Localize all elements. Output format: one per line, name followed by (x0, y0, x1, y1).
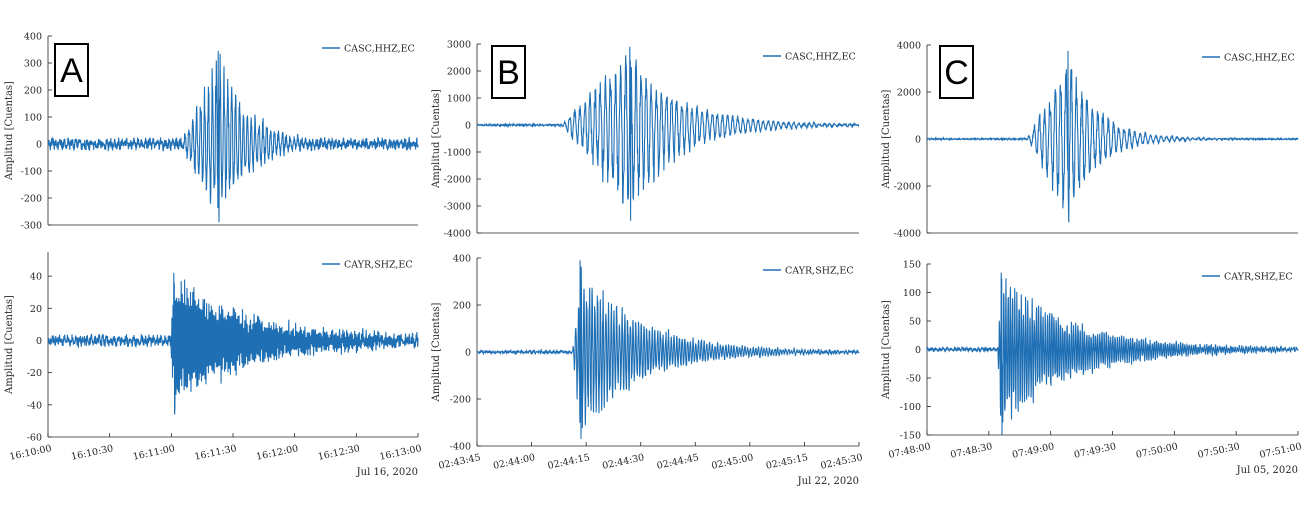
chart-c-bottom-xtick-label: 07:50:00 (1135, 441, 1179, 461)
chart-a-bottom-ytick-label: -40 (27, 400, 42, 411)
chart-c-bottom-ylabel: Amplitud [Cuentas] (881, 300, 892, 400)
chart-c-bottom-waveform (926, 272, 1299, 436)
panel-letter-c: C (944, 54, 969, 92)
chart-b-top-legend-label: CASC,HHZ,EC (785, 52, 856, 63)
chart-b-top-ylabel: Amplitud [Cuentas] (431, 89, 442, 189)
chart-b-bottom-ytick-label: -400 (450, 442, 471, 453)
chart-b-top-waveform (476, 46, 860, 221)
chart-c-bottom-xtick-label: 07:48:00 (888, 441, 932, 461)
chart-a-top-ytick-label: 0 (36, 140, 42, 151)
chart-b-top-ytick-label: 1000 (447, 94, 471, 105)
chart-a-top-ylabel: Amplitud [Cuentas] (4, 81, 15, 181)
chart-c-top-waveform (926, 50, 1299, 223)
chart-c-bottom-ytick-label: 150 (903, 260, 921, 271)
chart-c-top-legend-label: CASC,HHZ,EC (1224, 53, 1295, 64)
chart-c-bottom-xtick-label: 07:49:00 (1011, 441, 1055, 461)
chart-a-bottom-ytick-label: -60 (27, 433, 42, 444)
chart-c-bottom-ytick-label: -50 (906, 374, 921, 385)
chart-c-bottom-xtick-label: 07:51:00 (1259, 441, 1303, 461)
chart-a-bottom-legend-label: CAYR,SHZ,EC (344, 260, 413, 271)
chart-a-top-ytick-label: -100 (21, 167, 42, 178)
chart-c-top-ytick-label: 4000 (897, 41, 921, 52)
chart-b-top-ytick-label: 2000 (447, 67, 471, 78)
chart-b-bottom-xtick-label: 02:44:15 (547, 452, 591, 472)
chart-c-bottom-ytick-label: 100 (903, 288, 921, 299)
chart-b-bottom-xtick-label: 02:44:00 (492, 452, 536, 472)
chart-a-top-ytick-label: -300 (21, 221, 42, 232)
chart-c-top-ytick-label: -2000 (894, 182, 921, 193)
chart-a-bottom-waveform (47, 272, 419, 415)
chart-b-bottom-ylabel: Amplitud [Cuentas] (431, 302, 442, 402)
chart-b-top-ytick-label: 0 (465, 121, 471, 132)
chart-a-bottom-ytick-label: 20 (30, 304, 42, 315)
chart-c-bottom-legend-label: CAYR,SHZ,EC (1224, 272, 1293, 283)
chart-b-bottom-ytick-label: -200 (450, 395, 471, 406)
chart-a-bottom-xtick-label: 16:12:00 (255, 443, 299, 463)
chart-b-top-ytick-label: -1000 (444, 148, 471, 159)
panel-letter-a: A (60, 52, 83, 90)
chart-b-bottom-legend-label: CAYR,SHZ,EC (785, 266, 854, 277)
panel-letter-box-c (939, 45, 974, 99)
chart-b-bottom-xtick-label: 02:45:00 (710, 452, 754, 472)
chart-b-top-ytick-label: -3000 (444, 202, 471, 213)
panel-letter-box-b (491, 45, 526, 99)
chart-a-bottom-ytick-label: 0 (36, 336, 42, 347)
chart-a-bottom-xtick-label: 16:11:30 (194, 443, 238, 463)
chart-a-top-ytick-label: 400 (24, 32, 42, 43)
chart-b-bottom-ytick-label: 400 (453, 254, 471, 265)
chart-a-bottom-ytick-label: -20 (27, 368, 42, 379)
chart-c-bottom-date-label: Jul 05, 2020 (1236, 465, 1298, 476)
chart-b-bottom-xtick-label: 02:44:45 (656, 452, 700, 472)
chart-c-top-ylabel: Amplitud [Cuentas] (881, 89, 892, 189)
chart-c-bottom-ytick-label: -100 (900, 402, 921, 413)
chart-b-top-ytick-label: -4000 (444, 229, 471, 240)
chart-c-bottom-ytick-label: 0 (915, 345, 921, 356)
chart-a-top-ytick-label: 100 (24, 113, 42, 124)
chart-b-bottom-ytick-label: 0 (465, 348, 471, 359)
chart-c-top-ytick-label: 0 (915, 135, 921, 146)
chart-b-bottom-xtick-label: 02:45:30 (820, 452, 864, 472)
chart-b-top-ytick-label: 3000 (447, 40, 471, 51)
chart-a-top-ytick-label: 200 (24, 86, 42, 97)
chart-a-bottom-ytick-label: 40 (30, 272, 42, 283)
chart-b-bottom-xtick-label: 02:45:15 (765, 452, 809, 472)
panel-letter-box-a (54, 43, 89, 97)
chart-b-bottom-ytick-label: 200 (453, 301, 471, 312)
chart-c-bottom-ytick-label: -150 (900, 431, 921, 442)
chart-c-top-ytick-label: 2000 (897, 88, 921, 99)
chart-c-bottom-xtick-label: 07:50:30 (1197, 441, 1241, 461)
chart-b-bottom-xtick-label: 02:44:30 (601, 452, 645, 472)
chart-b-bottom-xtick-label: 02:43:45 (438, 452, 482, 472)
chart-a-bottom-date-label: Jul 16, 2020 (356, 467, 418, 478)
chart-b-top-ytick-label: -2000 (444, 175, 471, 186)
chart-a-bottom-xtick-label: 16:10:30 (70, 443, 114, 463)
chart-a-bottom-ylabel: Amplitud [Cuentas] (4, 295, 15, 395)
chart-b-bottom-date-label: Jul 22, 2020 (797, 476, 859, 487)
chart-c-bottom-xtick-label: 07:48:30 (949, 441, 993, 461)
chart-a-top-legend-label: CASC,HHZ,EC (344, 44, 415, 55)
chart-a-top-waveform (47, 50, 419, 223)
chart-a-bottom-xtick-label: 16:11:00 (132, 443, 176, 463)
chart-a-bottom-xtick-label: 16:12:30 (317, 443, 361, 463)
panel-letter-b: B (497, 54, 520, 92)
chart-a-bottom-xtick-label: 16:10:00 (9, 443, 53, 463)
chart-a-top-ytick-label: 300 (24, 59, 42, 70)
chart-b-bottom-waveform (476, 260, 860, 439)
chart-a-top-ytick-label: -200 (21, 194, 42, 205)
chart-c-bottom-ytick-label: 50 (909, 317, 921, 328)
chart-c-bottom-xtick-label: 07:49:30 (1073, 441, 1117, 461)
chart-a-bottom-xtick-label: 16:13:00 (379, 443, 423, 463)
chart-c-top-ytick-label: -4000 (894, 229, 921, 240)
